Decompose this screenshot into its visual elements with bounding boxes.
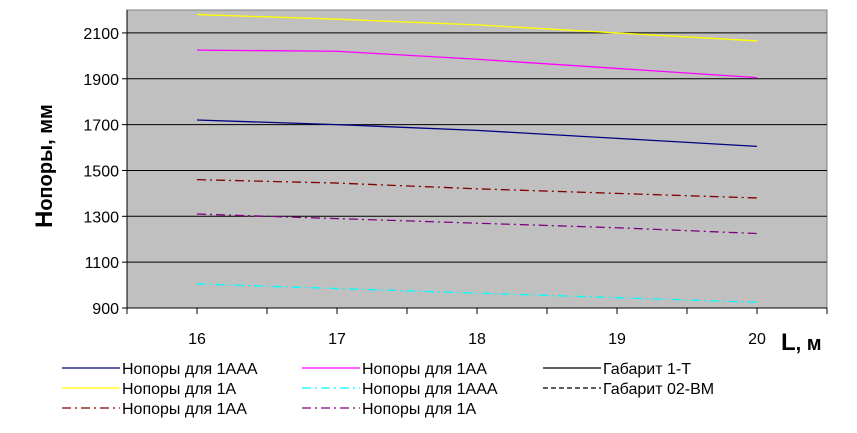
legend: Нопоры для 1ААА Нопоры для 1АА Габарит 1-Т…: [62, 361, 714, 418]
series-lines: [196, 13, 758, 303]
legend-label: Нопоры для 1АА: [362, 361, 487, 378]
x-axis-label: L, м: [781, 329, 822, 356]
legend-label: Нопоры для 1ААА: [362, 381, 498, 398]
legend-label: Габарит 1-Т: [603, 361, 691, 378]
x-tick-label: 16: [188, 331, 206, 348]
series-line-1: [196, 119, 758, 148]
series-line-5: [196, 178, 758, 199]
legend-label: Нопоры для 1ААА: [122, 361, 258, 378]
plot-area: [126, 9, 828, 309]
gridlines: [127, 32, 827, 263]
y-tick-label: 1700: [83, 118, 119, 135]
series-line-3: [196, 13, 758, 42]
x-axis-label-sub: , м: [796, 333, 822, 355]
legend-label: Нопоры для 1АА: [122, 401, 247, 418]
series-line-6: [196, 213, 758, 235]
y-axis-label-main: H: [31, 211, 58, 228]
y-axis-label: Hопоры, мм: [31, 104, 58, 228]
legend-label: Нопоры для 1А: [122, 381, 237, 398]
y-ticks: 900 1100 1300 1500 1700 1900 2100: [83, 26, 127, 318]
legend-label: Нопоры для 1А: [362, 401, 477, 418]
y-tick-label: 2100: [83, 26, 119, 43]
series-line-2: [196, 49, 758, 79]
series-line-4: [196, 283, 758, 303]
x-ticks: 16 17 18 19 20: [126, 308, 828, 348]
x-axis-label-main: L: [781, 329, 796, 356]
x-tick-label: 17: [328, 331, 346, 348]
x-tick-label: 19: [608, 331, 626, 348]
y-tick-label: 1500: [83, 163, 119, 180]
y-tick-label: 1900: [83, 72, 119, 89]
y-tick-label: 1300: [83, 209, 119, 226]
legend-label: Габарит 02-ВМ: [603, 381, 714, 398]
y-axis-label-sub: опоры, мм: [35, 104, 57, 211]
y-tick-label: 900: [92, 301, 119, 318]
y-tick-label: 1100: [85, 255, 120, 272]
x-tick-label: 18: [468, 331, 486, 348]
x-tick-label: 20: [748, 331, 766, 348]
